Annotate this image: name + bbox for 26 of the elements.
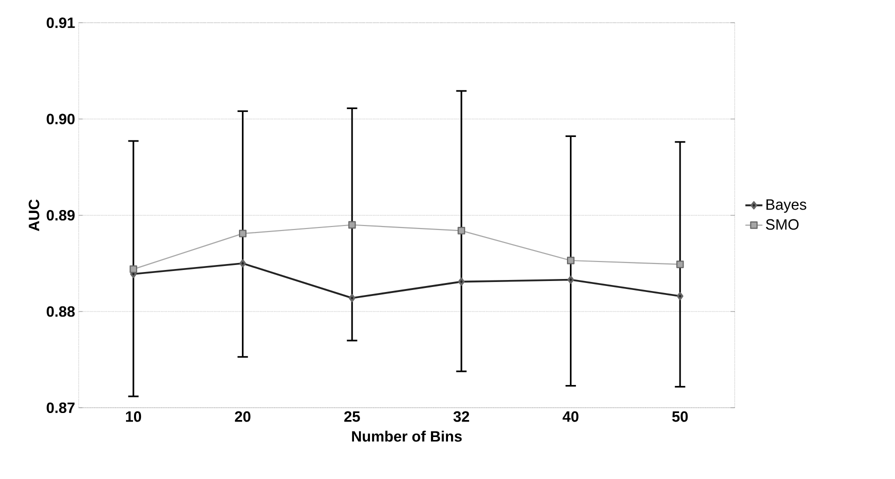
x-tick-label: 20: [234, 411, 250, 422]
y-tick-label: 0.91: [46, 17, 75, 28]
point: [567, 276, 574, 284]
x-axis-title: Number of Bins: [352, 430, 462, 442]
point: [458, 226, 466, 234]
point: [566, 256, 574, 264]
point: [348, 221, 356, 229]
x-tick-label: 25: [344, 411, 360, 422]
point: [458, 278, 465, 286]
point: [348, 294, 356, 302]
y-tick-label: 0.88: [46, 306, 75, 317]
legend-label: SMO: [766, 219, 799, 230]
point: [238, 230, 246, 238]
x-tick-label: 50: [672, 411, 688, 422]
y-tick-label: 0.87: [46, 402, 75, 414]
legend-label: Bayes: [766, 199, 806, 213]
y-tick-label: 0.89: [46, 210, 75, 221]
x-tick-label: 10: [126, 411, 142, 422]
point: [130, 265, 138, 273]
x-tick-label: 32: [453, 411, 470, 422]
point: [676, 260, 684, 268]
point: [239, 259, 246, 268]
y-axis-title: AUC: [28, 200, 40, 232]
y-tick-label: 0.90: [46, 114, 75, 124]
point: [676, 292, 684, 300]
x-tick-label: 40: [562, 411, 578, 422]
